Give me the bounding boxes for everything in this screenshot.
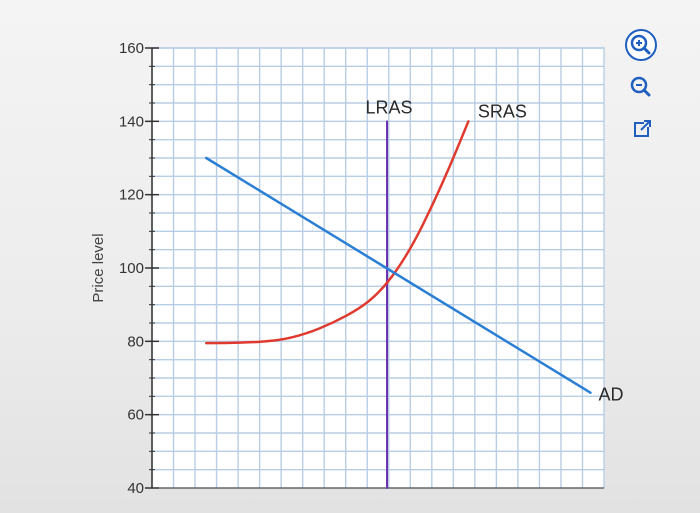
sras-label: SRAS — [478, 101, 527, 121]
axes: 160 140 120 100 80 60 40 — [119, 40, 604, 497]
popout-icon — [634, 120, 651, 137]
zoom-out-icon — [630, 76, 651, 97]
y-tick-label: 40 — [127, 480, 144, 497]
zoom-in-icon — [625, 29, 657, 61]
zoom-out-button[interactable] — [624, 70, 658, 104]
series-lines — [204, 120, 592, 489]
ad-line — [204, 156, 592, 394]
chart-toolbar — [624, 28, 664, 154]
lras-label: LRAS — [366, 97, 413, 117]
y-tick-label: 80 — [127, 333, 144, 350]
y-tick-label: 60 — [127, 407, 144, 424]
zoom-in-button[interactable] — [624, 28, 658, 62]
y-tick-label: 140 — [119, 113, 144, 130]
popout-button[interactable] — [624, 112, 658, 146]
ad-label: AD — [598, 385, 623, 405]
grid — [151, 47, 605, 489]
y-tick-label: 100 — [119, 260, 144, 277]
series-labels: LRAS SRAS AD — [366, 97, 624, 404]
y-tick-label: 120 — [119, 187, 144, 204]
y-tick-label: 160 — [119, 40, 144, 57]
sras-curve — [204, 120, 470, 345]
y-axis-label: Price level — [90, 233, 107, 302]
